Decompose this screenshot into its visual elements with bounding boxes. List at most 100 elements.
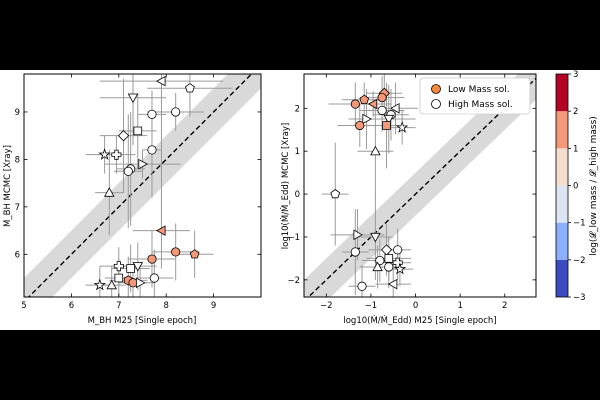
one-to-one-line bbox=[307, 77, 536, 297]
data-point bbox=[355, 120, 365, 131]
data-point bbox=[370, 232, 381, 243]
data-point bbox=[133, 126, 143, 136]
data-point bbox=[156, 75, 166, 87]
colorbar-bin bbox=[556, 74, 568, 112]
left-panel: 5 6 7 8 9 6 7 8 9 bbox=[15, 73, 262, 311]
data-point bbox=[113, 261, 124, 272]
figure-svg: 5 6 7 8 9 6 7 8 9 −2 −1 0 1 2 −2 −1 0 1 2 −3 −2 −1 0 1 2 3 M_BH… bbox=[3, 70, 599, 326]
legend-label-low: Low Mass sol. bbox=[448, 85, 510, 95]
x-tick-label: 7 bbox=[116, 301, 121, 311]
x-tick-label: 2 bbox=[502, 301, 507, 311]
data-point bbox=[370, 145, 381, 156]
plot-area bbox=[24, 74, 261, 297]
data-point bbox=[384, 262, 394, 272]
y-tick-label: 9 bbox=[15, 108, 20, 118]
data-point bbox=[127, 93, 139, 104]
x-tick-label: 8 bbox=[163, 301, 168, 311]
data-point bbox=[138, 158, 148, 170]
right-panel: −2 −1 0 1 2 −2 −1 0 1 2 bbox=[287, 73, 537, 311]
data-point bbox=[377, 105, 387, 116]
data-point bbox=[350, 99, 360, 109]
x-tick-label: 5 bbox=[21, 301, 26, 311]
x-tick-label: 9 bbox=[211, 301, 216, 311]
data-point bbox=[147, 145, 157, 155]
legend: Low Mass sol. High Mass sol. bbox=[419, 77, 531, 115]
scatter-band bbox=[24, 74, 261, 297]
data-point bbox=[126, 264, 135, 273]
left-xlabel: M_BH M25 [Single epoch] bbox=[88, 316, 197, 326]
data-point bbox=[185, 83, 195, 93]
y-tick-label: 1 bbox=[295, 147, 300, 157]
data-point bbox=[171, 107, 181, 117]
colorbar-bin bbox=[556, 185, 568, 223]
colorbar-bin bbox=[556, 111, 568, 149]
colorbar-tick-label: 3 bbox=[573, 70, 578, 80]
figure-panel: 5 6 7 8 9 6 7 8 9 −2 −1 0 1 2 −2 −1 0 1 2 −3 −2 −1 0 1 2 3 M_BH… bbox=[0, 70, 600, 330]
data-point bbox=[156, 225, 166, 236]
y-tick-label: 7 bbox=[15, 203, 20, 213]
scatter-band bbox=[304, 74, 536, 297]
data-point bbox=[357, 281, 367, 291]
colorbar-tick-label: −2 bbox=[573, 256, 586, 266]
x-tick-label: −2 bbox=[320, 301, 333, 311]
right-ylabel: log10(Ṁ/Ṁ_Edd) MCMC [Xray] bbox=[280, 123, 291, 249]
left-ylabel: M_BH MCMC [Xray] bbox=[3, 145, 13, 227]
y-tick-label: 6 bbox=[15, 250, 20, 260]
data-point bbox=[128, 278, 138, 288]
data-point bbox=[350, 247, 360, 257]
data-point bbox=[189, 249, 200, 259]
data-point bbox=[330, 189, 341, 199]
data-point bbox=[383, 114, 395, 125]
data-point bbox=[393, 262, 407, 275]
data-point bbox=[136, 277, 146, 289]
legend-marker-high bbox=[431, 99, 441, 109]
y-tick-label: 0 bbox=[295, 190, 300, 200]
data-point bbox=[390, 103, 400, 114]
data-point bbox=[149, 273, 159, 283]
data-point bbox=[359, 94, 370, 104]
data-point bbox=[393, 245, 403, 255]
data-point bbox=[104, 187, 115, 197]
colorbar-bin bbox=[556, 148, 568, 186]
data-point bbox=[395, 121, 409, 133]
x-tick-label: 0 bbox=[413, 301, 418, 311]
colorbar-bin bbox=[556, 222, 568, 260]
colorbar-tick-label: −3 bbox=[573, 293, 586, 303]
legend-box bbox=[419, 77, 531, 115]
x-tick-label: −1 bbox=[365, 301, 378, 311]
y-tick-label: −2 bbox=[287, 276, 300, 286]
x-tick-label: 1 bbox=[457, 301, 462, 311]
x-tick-label: 6 bbox=[69, 301, 74, 311]
data-point bbox=[171, 247, 181, 257]
y-tick-label: 8 bbox=[15, 155, 20, 165]
data-point bbox=[98, 148, 111, 160]
plot-area bbox=[304, 74, 536, 297]
data-point bbox=[362, 113, 372, 125]
one-to-one-line bbox=[27, 74, 253, 297]
data-point bbox=[93, 278, 107, 291]
data-point bbox=[387, 278, 398, 290]
data-point bbox=[382, 121, 391, 130]
colorbar-tick-label: 1 bbox=[573, 144, 578, 154]
data-point bbox=[132, 262, 144, 272]
legend-marker-low bbox=[431, 84, 441, 94]
colorbar-tick-label: 0 bbox=[573, 182, 578, 192]
y-tick-label: −1 bbox=[287, 233, 300, 243]
axes-frame bbox=[303, 73, 537, 298]
data-point bbox=[114, 273, 124, 283]
data-point bbox=[111, 149, 122, 160]
data-point bbox=[147, 109, 157, 119]
data-point bbox=[353, 229, 363, 241]
colorbar: −3 −2 −1 0 1 2 3 bbox=[555, 70, 586, 303]
colorbar-label: log(𝓛_low mass / 𝓛_high mass) bbox=[588, 116, 599, 256]
colorbar-tick-label: 2 bbox=[573, 107, 578, 117]
data-point bbox=[106, 279, 117, 290]
colorbar-bin bbox=[556, 259, 568, 297]
axes-frame bbox=[23, 73, 262, 298]
data-point bbox=[147, 254, 157, 264]
legend-label-high: High Mass sol. bbox=[448, 100, 513, 110]
right-xlabel: log10(Ṁ/Ṁ_Edd) M25 [Single epoch] bbox=[343, 315, 496, 326]
data-point bbox=[117, 130, 130, 142]
data-point bbox=[372, 261, 383, 272]
